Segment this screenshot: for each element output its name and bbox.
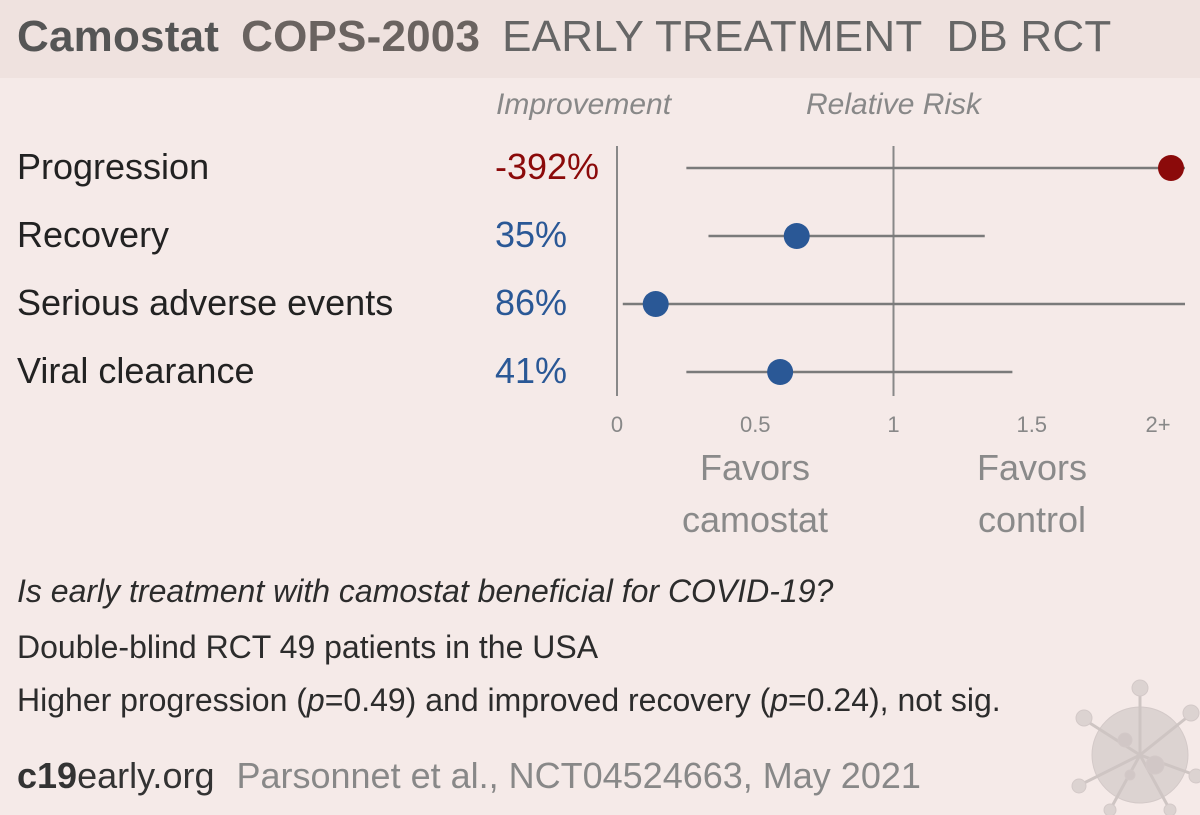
favors-control-line2: control xyxy=(977,499,1087,540)
page-title: Camostat COPS-2003 EARLY TREATMENT DB RCT xyxy=(17,12,1111,62)
title-band: Camostat COPS-2003 EARLY TREATMENT DB RCT xyxy=(0,0,1200,78)
favors-control-label: Favors control xyxy=(912,442,1152,546)
x-tick-label: 0.5 xyxy=(740,412,771,437)
improvement-value-recovery: 35% xyxy=(495,214,568,255)
forest-plot: 0 0.5 1 1.5 2+ xyxy=(611,146,1185,437)
summary-p-variable-1: p xyxy=(306,682,325,718)
brand-bold: c19 xyxy=(17,755,78,796)
point-estimate-marker xyxy=(1158,155,1184,181)
improvement-value-viral-clearance: 41% xyxy=(495,350,568,391)
relative-risk-column-header: Relative Risk xyxy=(806,88,982,121)
x-tick-label: 2+ xyxy=(1145,412,1170,437)
virus-icon xyxy=(1071,679,1200,815)
row-label-progression: Progression xyxy=(17,146,210,187)
x-tick-label: 1 xyxy=(887,412,899,437)
x-tick-label: 0 xyxy=(611,412,623,437)
summary-design: Double-blind RCT 49 patients in the USA xyxy=(17,629,599,665)
title-trial: COPS-2003 xyxy=(241,12,481,61)
x-tick-label: 1.5 xyxy=(1016,412,1047,437)
point-estimate-marker xyxy=(642,291,669,317)
favors-camostat-line1: Favors xyxy=(699,447,811,488)
improvement-column-header: Improvement xyxy=(496,88,672,121)
row-label-serious-adverse-events: Serious adverse events xyxy=(17,282,394,323)
improvement-value-progression: -392% xyxy=(495,146,600,187)
summary-result: Higher progression (p=0.49) and improved… xyxy=(17,682,1001,719)
point-estimate-marker xyxy=(767,359,794,385)
favors-camostat-label: Favors camostat xyxy=(635,442,875,546)
point-estimate-marker xyxy=(783,223,810,249)
favors-camostat-line2: camostat xyxy=(681,499,829,540)
summary-question: Is early treatment with camostat benefic… xyxy=(17,573,834,609)
summary-result-part2: =0.49) and improved recovery ( xyxy=(324,682,771,718)
citation: Parsonnet et al., NCT04524663, May 2021 xyxy=(236,755,921,796)
title-drug: Camostat xyxy=(17,12,220,61)
title-design: EARLY TREATMENT DB RCT xyxy=(502,12,1112,61)
footer: c19early.org Parsonnet et al., NCT0452466… xyxy=(17,755,921,797)
summary-result-part1: Higher progression ( xyxy=(17,682,307,718)
brand-rest: early.org xyxy=(77,755,215,796)
favors-control-line1: Favors xyxy=(976,447,1088,488)
row-label-recovery: Recovery xyxy=(17,214,170,255)
row-label-viral-clearance: Viral clearance xyxy=(17,350,255,391)
summary-result-part3: =0.24), not sig. xyxy=(788,682,1001,718)
improvement-value-serious-adverse-events: 86% xyxy=(495,282,568,323)
summary-p-variable-2: p xyxy=(770,682,789,718)
